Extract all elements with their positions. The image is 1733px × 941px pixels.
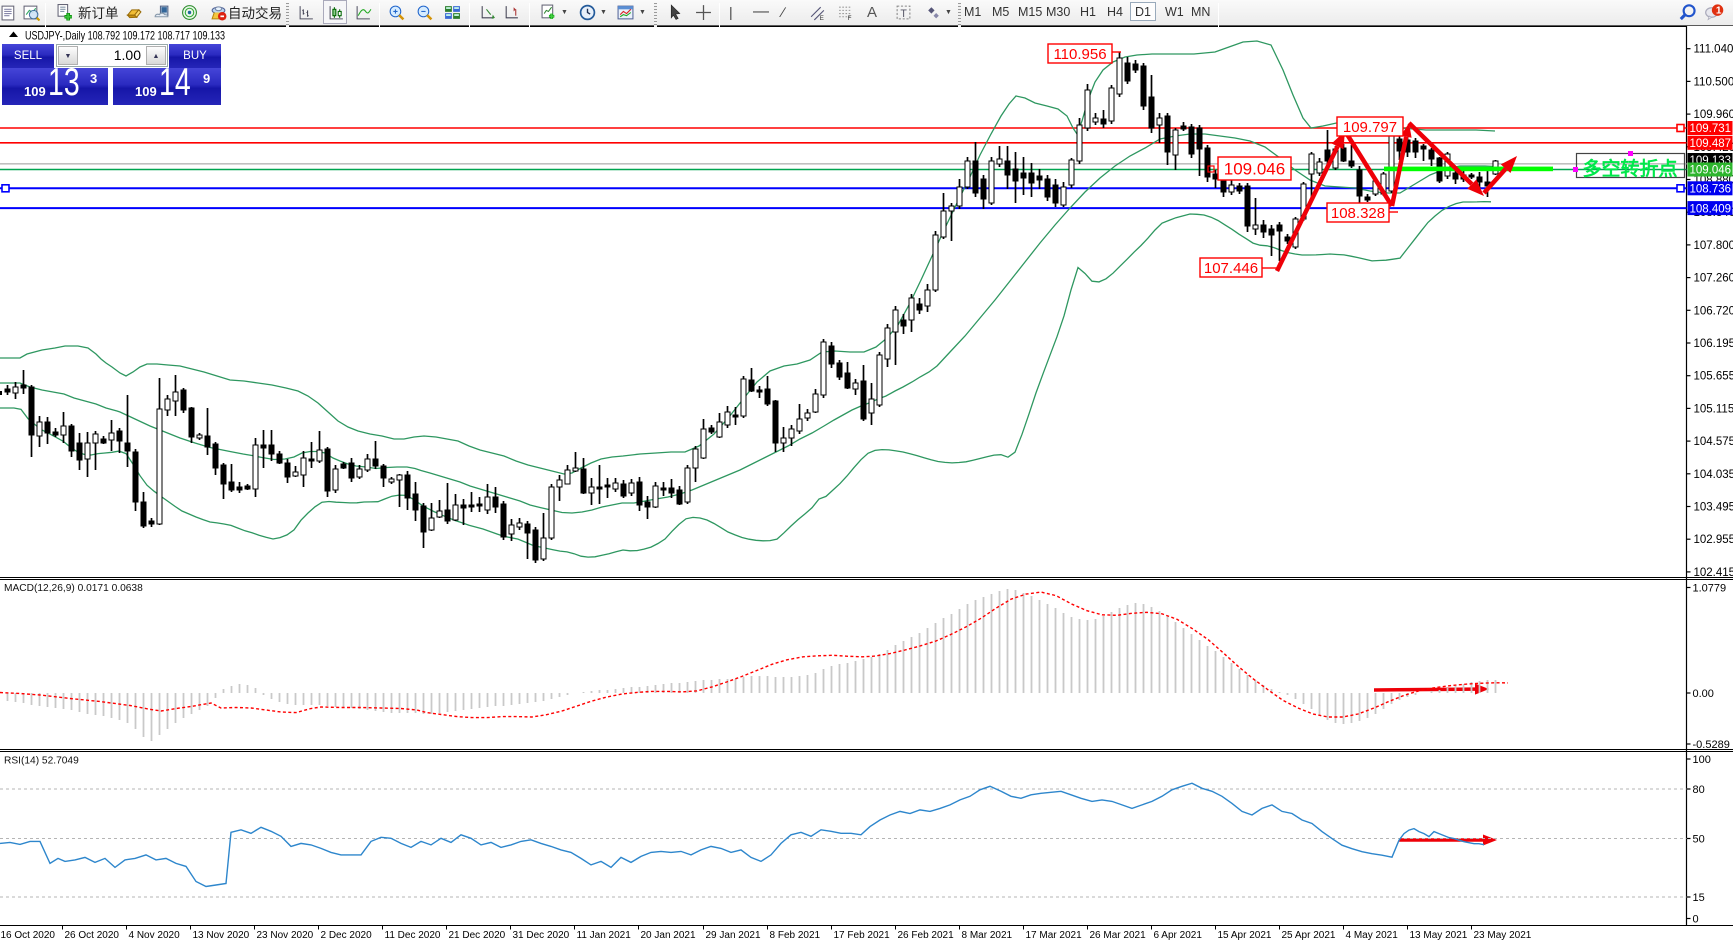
svg-text:23 May 2021: 23 May 2021 [1474, 930, 1532, 941]
svg-text:13 Nov 2020: 13 Nov 2020 [193, 930, 250, 941]
svg-text:105.115: 105.115 [1694, 403, 1733, 415]
svg-text:107.446: 107.446 [1204, 260, 1258, 277]
svg-text:109.487: 109.487 [1690, 138, 1732, 150]
svg-text:0.00: 0.00 [1693, 688, 1714, 700]
svg-text:104.575: 104.575 [1694, 436, 1733, 448]
svg-text:104.035: 104.035 [1694, 469, 1733, 481]
svg-text:16 Oct 2020: 16 Oct 2020 [1, 930, 56, 941]
svg-text:8 Feb 2021: 8 Feb 2021 [770, 930, 821, 941]
svg-text:6 Apr 2021: 6 Apr 2021 [1154, 930, 1203, 941]
svg-text:31 Dec 2020: 31 Dec 2020 [513, 930, 570, 941]
svg-text:1.0779: 1.0779 [1693, 583, 1727, 595]
svg-text:108.736: 108.736 [1690, 184, 1732, 196]
svg-text:111.040: 111.040 [1694, 44, 1733, 56]
svg-text:109.797: 109.797 [1343, 119, 1397, 136]
svg-text:108.409: 108.409 [1690, 203, 1732, 215]
svg-text:80: 80 [1693, 784, 1705, 796]
svg-text:25 Apr 2021: 25 Apr 2021 [1282, 930, 1336, 941]
svg-text:1: 1 [1716, 5, 1722, 16]
svg-text:23 Nov 2020: 23 Nov 2020 [257, 930, 314, 941]
svg-text:26 Feb 2021: 26 Feb 2021 [898, 930, 955, 941]
svg-text:110.956: 110.956 [1053, 46, 1106, 63]
svg-text:11 Jan 2021: 11 Jan 2021 [577, 930, 632, 941]
svg-text:109.046: 109.046 [1224, 160, 1285, 179]
svg-text:107.800: 107.800 [1694, 240, 1733, 252]
svg-text:21 Dec 2020: 21 Dec 2020 [449, 930, 506, 941]
svg-text:50: 50 [1693, 834, 1705, 846]
svg-text:29 Jan 2021: 29 Jan 2021 [706, 930, 761, 941]
svg-text:15 Apr 2021: 15 Apr 2021 [1218, 930, 1272, 941]
svg-text:106.720: 106.720 [1694, 305, 1733, 317]
svg-text:102.415: 102.415 [1694, 567, 1733, 579]
svg-text:2 Dec 2020: 2 Dec 2020 [321, 930, 373, 941]
svg-text:17 Feb 2021: 17 Feb 2021 [834, 930, 891, 941]
svg-text:RSI(14) 52.7049: RSI(14) 52.7049 [4, 756, 79, 767]
svg-text:103.495: 103.495 [1694, 502, 1733, 514]
svg-text:T: T [900, 7, 907, 19]
svg-text:8 Mar 2021: 8 Mar 2021 [962, 930, 1013, 941]
svg-text:100: 100 [1693, 754, 1711, 766]
svg-text:4 Nov 2020: 4 Nov 2020 [129, 930, 181, 941]
svg-text:108.328: 108.328 [1331, 205, 1385, 222]
svg-text:-0.5289: -0.5289 [1693, 739, 1730, 751]
svg-text:102.955: 102.955 [1694, 534, 1733, 546]
svg-text:E: E [819, 14, 823, 20]
svg-text:11 Dec 2020: 11 Dec 2020 [385, 930, 441, 941]
svg-text:USDJPY-,Daily 108.792 109.172: USDJPY-,Daily 108.792 109.172 108.717 10… [25, 29, 225, 43]
svg-text:107.260: 107.260 [1694, 273, 1733, 285]
svg-text:15: 15 [1693, 892, 1705, 904]
svg-text:17 Mar 2021: 17 Mar 2021 [1026, 930, 1083, 941]
svg-text:20 Jan 2021: 20 Jan 2021 [641, 930, 696, 941]
svg-text:109.046: 109.046 [1690, 165, 1732, 177]
svg-text:MACD(12,26,9) 0.0171 0.0638: MACD(12,26,9) 0.0171 0.0638 [4, 583, 143, 594]
svg-text:110.500: 110.500 [1694, 76, 1733, 88]
svg-text:105.655: 105.655 [1694, 371, 1733, 383]
svg-text:109.960: 109.960 [1694, 109, 1733, 121]
svg-text:109.731: 109.731 [1690, 123, 1732, 135]
svg-text:106.195: 106.195 [1694, 338, 1733, 350]
svg-text:0: 0 [1693, 914, 1699, 926]
svg-text:26 Oct 2020: 26 Oct 2020 [65, 930, 120, 941]
svg-text:F: F [847, 14, 851, 20]
svg-text:13 May 2021: 13 May 2021 [1410, 930, 1468, 941]
svg-text:多空转折点: 多空转折点 [1582, 157, 1677, 180]
svg-text:4 May 2021: 4 May 2021 [1346, 930, 1399, 941]
svg-text:26 Mar 2021: 26 Mar 2021 [1090, 930, 1147, 941]
